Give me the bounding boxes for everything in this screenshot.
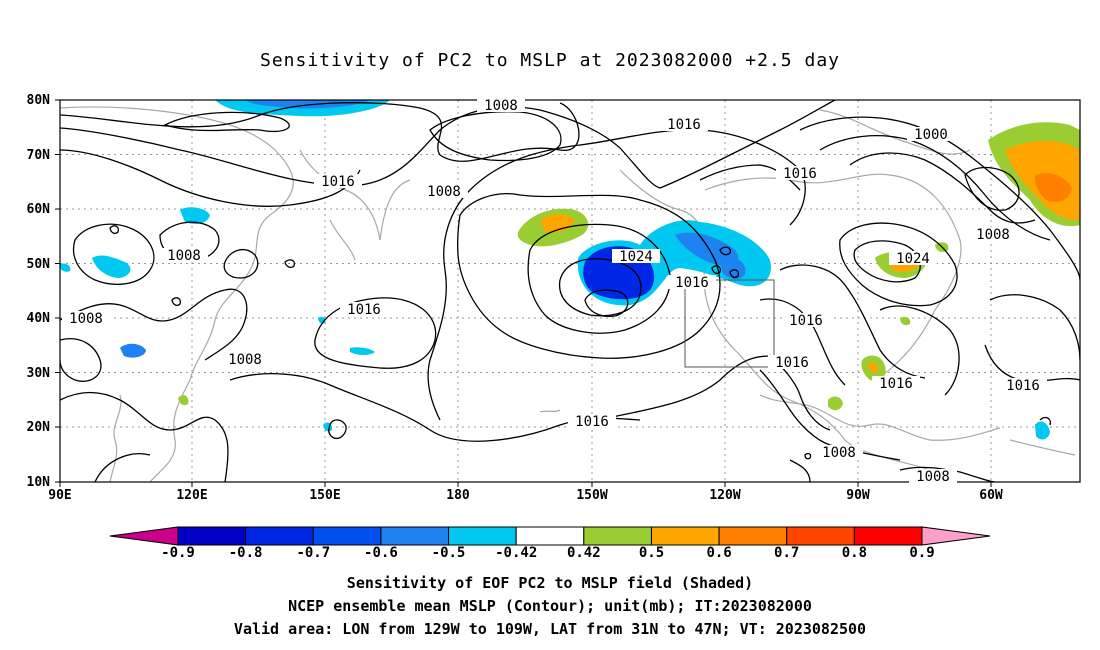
colorbar-high-end	[921, 526, 991, 546]
contour-label: 1016	[575, 414, 609, 430]
colorbar-label: -0.8	[229, 545, 263, 561]
lon-label-90w: 90W	[846, 488, 870, 503]
contour-label: 1016	[775, 355, 809, 371]
contour-label: 1024	[619, 249, 653, 265]
tick-marks	[55, 99, 992, 487]
lon-label-180: 180	[446, 488, 470, 503]
colorbar-swatch	[786, 526, 855, 546]
contour-label: 1008	[916, 469, 950, 485]
contour-label: 1016	[1006, 378, 1040, 394]
colorbar-low-end	[109, 526, 179, 546]
colorbar-swatch	[380, 526, 450, 546]
contour-label: 1016	[789, 313, 823, 329]
lon-label-150w: 150W	[576, 488, 607, 503]
contour-label: 1008	[69, 311, 103, 327]
colorbar-swatch	[583, 526, 652, 546]
colorbar-swatch	[718, 526, 788, 546]
colorbar-label: 0.8	[842, 545, 867, 561]
contour-label: 1008	[822, 445, 856, 461]
colorbar-label: 0.5	[639, 545, 664, 561]
lat-label-70n: 70N	[27, 148, 51, 163]
lon-label-60w: 60W	[979, 488, 1003, 503]
colorbar-swatch	[515, 526, 585, 546]
lat-label-20n: 20N	[27, 420, 51, 435]
contour-label: 1008	[167, 248, 201, 264]
colorbar-label: -0.7	[296, 545, 330, 561]
colorbar-label: -0.9	[161, 545, 195, 561]
lon-label-90e: 90E	[48, 488, 71, 503]
lat-label-30n: 30N	[27, 366, 51, 381]
contour-label: 1008	[427, 184, 461, 200]
lat-label-60n: 60N	[27, 202, 51, 217]
colorbar-swatch	[312, 526, 382, 546]
shaded-sensitivity	[60, 100, 1080, 440]
contour-label: 1008	[484, 98, 518, 114]
colorbar	[109, 526, 991, 546]
colorbar-swatch	[448, 526, 517, 546]
lat-label-50n: 50N	[27, 257, 51, 272]
colorbar-label: 0.42	[567, 545, 601, 561]
valid-area-box	[684, 279, 775, 368]
contour-label: 1016	[675, 275, 709, 291]
colorbar-label: 0.7	[774, 545, 799, 561]
contour-label: 1000	[914, 127, 948, 143]
lon-label-150e: 150E	[309, 488, 340, 503]
map-title: Sensitivity of PC2 to MSLP at 2023082000…	[259, 50, 840, 71]
caption-line-1: Sensitivity of EOF PC2 to MSLP field (Sh…	[346, 574, 754, 592]
contour-label: 1016	[347, 302, 381, 318]
caption-line-2: NCEP ensemble mean MSLP (Contour); unit(…	[288, 597, 812, 615]
colorbar-label: -0.42	[495, 545, 537, 561]
colorbar-swatch	[245, 526, 314, 546]
contour-label: 1008	[228, 352, 262, 368]
contour-label: 1016	[879, 376, 913, 392]
mslp-contours	[60, 100, 1080, 482]
contour-label: 1024	[896, 251, 930, 267]
lat-label-10n: 10N	[27, 475, 51, 490]
contour-label: 1008	[976, 227, 1010, 243]
lat-label-40n: 40N	[27, 311, 51, 326]
lat-label-80n: 80N	[27, 93, 51, 108]
caption-line-3: Valid area: LON from 129W to 109W, LAT f…	[233, 620, 867, 638]
contour-label: 1016	[667, 117, 701, 133]
colorbar-label: -0.6	[364, 545, 398, 561]
contour-label: 1016	[321, 174, 355, 190]
colorbar-swatch	[853, 526, 923, 546]
colorbar-label: 0.9	[909, 545, 934, 561]
colorbar-label: 0.6	[706, 545, 731, 561]
colorbar-swatch	[650, 526, 720, 546]
colorbar-label: -0.5	[432, 545, 466, 561]
contour-label: 1016	[783, 166, 817, 182]
lon-label-120w: 120W	[709, 488, 740, 503]
colorbar-swatch	[177, 526, 247, 546]
plot-frame	[59, 99, 1081, 483]
lon-label-120e: 120E	[176, 488, 207, 503]
